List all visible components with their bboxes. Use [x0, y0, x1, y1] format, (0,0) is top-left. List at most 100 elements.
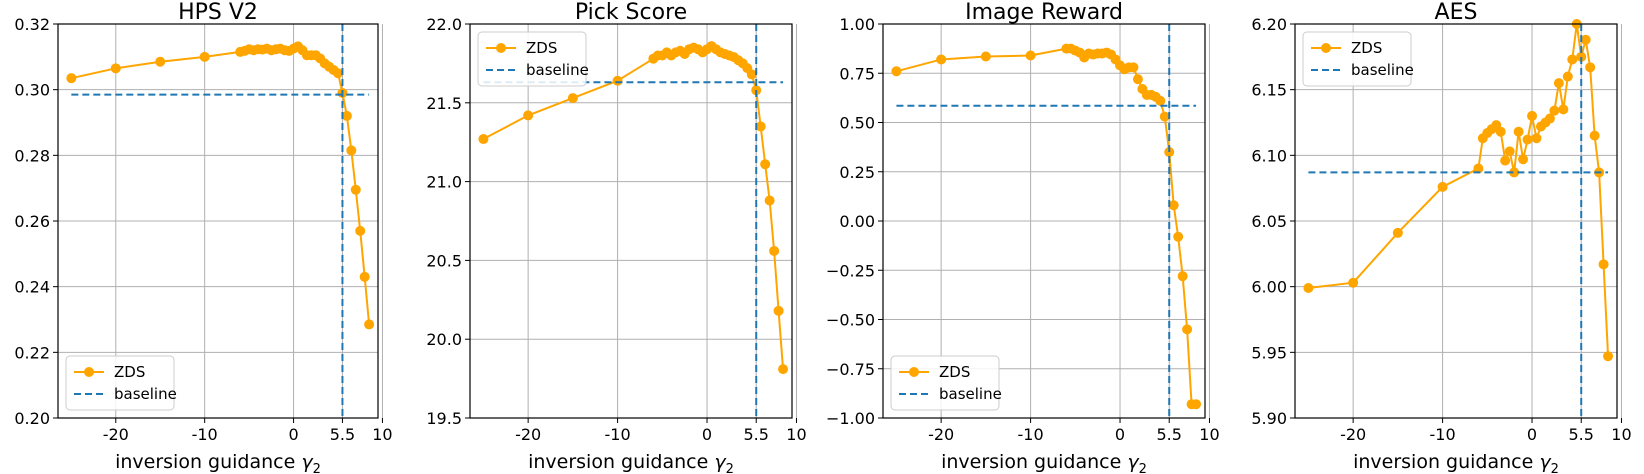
zds-point	[1025, 50, 1036, 61]
x-tick-label: 10	[372, 425, 392, 444]
zds-point	[778, 364, 789, 375]
zds-point	[1392, 227, 1403, 238]
y-tick-label: 0.75	[839, 64, 875, 83]
zds-point	[333, 68, 343, 79]
zds-point	[1576, 51, 1587, 62]
chart-title: Image Reward	[965, 0, 1123, 25]
zds-point	[1549, 105, 1560, 116]
zds-point	[1500, 155, 1511, 166]
y-tick-label: 6.00	[1251, 278, 1287, 297]
legend-label: ZDS	[114, 363, 145, 381]
y-tick-label: 20.0	[426, 330, 462, 349]
legend-marker-zds-point	[84, 367, 94, 377]
zds-point	[1128, 62, 1139, 73]
zds-point	[66, 73, 77, 84]
y-tick-label: 20.5	[426, 251, 462, 270]
x-tick-label: -10	[605, 425, 631, 444]
legend: ZDS baseline	[65, 355, 177, 411]
y-tick-label: 0.30	[14, 81, 50, 100]
zds-point	[359, 271, 370, 282]
zds-point	[1303, 282, 1314, 293]
zds-point	[1598, 259, 1609, 270]
x-tick-label: -10	[1430, 425, 1456, 444]
y-tick-label: −0.75	[826, 360, 875, 379]
zds-point	[364, 319, 375, 330]
zds-point	[346, 145, 357, 156]
zds-point	[769, 245, 780, 256]
legend: ZDS baseline	[890, 355, 1002, 411]
zds-point	[1522, 134, 1533, 145]
x-tick-label: 5.5	[1156, 425, 1181, 444]
x-axis-label: inversion guidance γ2	[1353, 451, 1559, 474]
y-tick-label: 0.28	[14, 146, 50, 165]
zds-point	[1132, 74, 1143, 85]
zds-point	[1348, 277, 1359, 288]
chart-panel: -20 -10 0 5.5 10 5.90 5.95 6.00 6.05 6.10 6.15 6.20…	[1251, 0, 1631, 474]
x-tick-label: 5.5	[743, 425, 768, 444]
chart-panel: -20 -10 0 5.5 10 0.20 0.22 0.24 0.26 0.28 0.30 0.32…	[14, 0, 392, 474]
y-tick-label: 21.0	[426, 173, 462, 192]
x-tick-label: 0	[1115, 425, 1125, 444]
x-tick-label: 0	[702, 425, 712, 444]
y-tick-label: −1.00	[826, 409, 875, 428]
zds-point	[1527, 110, 1538, 121]
zds-point	[1513, 126, 1524, 137]
zds-point	[1589, 130, 1600, 141]
x-tick-label: 0	[1527, 425, 1537, 444]
zds-point	[1191, 399, 1202, 410]
zds-point	[891, 66, 902, 77]
x-axis-label: inversion guidance γ2	[115, 451, 321, 474]
x-axis-label: inversion guidance γ2	[528, 451, 734, 474]
y-tick-label: 0.26	[14, 212, 50, 231]
zds-point	[746, 69, 757, 80]
chart-panel: -20 -10 0 5.5 10 −1.00 −0.75 −0.50 −0.25 0.00 0.25…	[826, 0, 1220, 474]
y-tick-label: 0.24	[14, 278, 50, 297]
y-tick-label: −0.50	[826, 311, 875, 330]
chart-title: Pick Score	[575, 0, 687, 25]
y-tick-label: 0.20	[14, 409, 50, 428]
zds-point	[764, 195, 775, 206]
y-tick-label: 0.50	[839, 114, 875, 133]
legend: ZDS baseline	[477, 31, 589, 87]
y-tick-label: 0.22	[14, 343, 50, 362]
x-tick-label: 5.5	[1568, 425, 1593, 444]
x-tick-label: -10	[192, 425, 218, 444]
legend-label: baseline	[939, 385, 1002, 403]
zds-point	[1159, 111, 1170, 122]
y-tick-label: 6.20	[1251, 15, 1287, 34]
legend-label: baseline	[526, 61, 589, 79]
zds-point	[1168, 200, 1179, 211]
zds-point	[1553, 78, 1564, 89]
legend-label: baseline	[1351, 61, 1414, 79]
zds-point	[1544, 113, 1555, 124]
zds-point	[350, 184, 361, 195]
zds-point	[1437, 181, 1448, 192]
x-tick-label: -20	[103, 425, 129, 444]
zds-point	[1182, 324, 1193, 335]
legend-label: ZDS	[1351, 39, 1382, 57]
legend: ZDS baseline	[1302, 31, 1414, 87]
y-tick-label: 6.05	[1251, 212, 1287, 231]
zds-point	[1580, 34, 1591, 45]
x-tick-label: 5.5	[330, 425, 355, 444]
zds-point	[1562, 71, 1573, 82]
x-tick-label: -10	[1018, 425, 1044, 444]
plot-frame	[469, 23, 793, 419]
x-tick-label: 0	[288, 425, 298, 444]
legend-label: ZDS	[526, 39, 557, 57]
zds-point	[1155, 95, 1166, 106]
y-tick-label: 0.25	[839, 163, 875, 182]
legend-marker-zds-point	[1321, 43, 1331, 53]
legend-label: ZDS	[939, 363, 970, 381]
zds-point	[773, 305, 784, 316]
zds-point	[1585, 62, 1596, 73]
zds-point	[1531, 133, 1542, 144]
y-tick-label: 5.95	[1251, 343, 1287, 362]
zds-point	[567, 93, 578, 104]
chart-title: AES	[1435, 0, 1478, 25]
zds-point	[612, 75, 623, 86]
zds-point	[1509, 167, 1520, 178]
zds-point	[755, 121, 766, 132]
y-tick-label: 22.0	[426, 15, 462, 34]
